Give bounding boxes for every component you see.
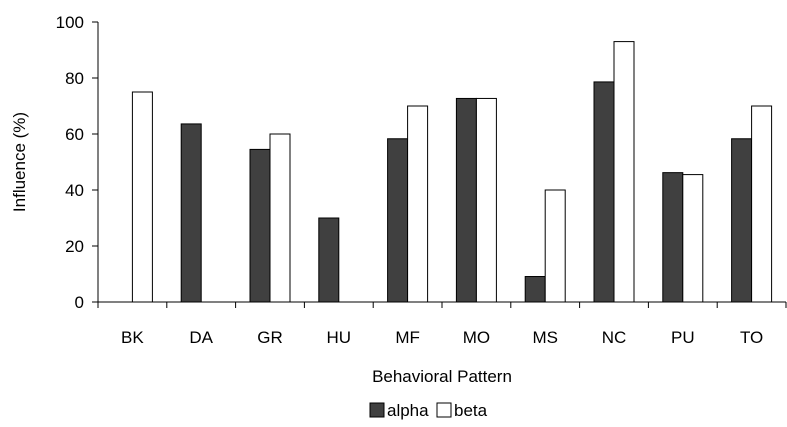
legend-label-alpha: alpha xyxy=(387,401,429,420)
y-tick-label: 100 xyxy=(56,13,84,32)
x-category-label: GR xyxy=(257,328,283,347)
bar-alpha-ms xyxy=(524,276,546,303)
bar-alpha-nc xyxy=(593,81,615,303)
bars xyxy=(131,41,773,303)
bar-beta-mo xyxy=(475,97,497,303)
x-category-label: PU xyxy=(671,328,695,347)
legend: alpha beta xyxy=(369,401,488,420)
x-category-label: HU xyxy=(327,328,352,347)
bar-beta-nc xyxy=(613,41,635,303)
y-tick-label: 20 xyxy=(65,237,84,256)
bar-beta-ms xyxy=(544,189,566,303)
bar-beta-gr xyxy=(269,133,291,303)
y-tick-label: 0 xyxy=(75,293,84,312)
bar-alpha-pu xyxy=(662,172,684,303)
x-axis-title: Behavioral Pattern xyxy=(372,367,512,386)
legend-label-beta: beta xyxy=(454,401,488,420)
y-tick-label: 40 xyxy=(65,181,84,200)
bar-alpha-to xyxy=(731,138,753,303)
x-axis: BK DA GR HU MF MO MS NC PU TO xyxy=(97,301,787,347)
x-category-label: NC xyxy=(602,328,627,347)
bar-beta-bk xyxy=(131,91,153,303)
bar-alpha-mf xyxy=(387,138,409,303)
y-axis: 0 20 40 60 80 100 xyxy=(56,13,99,312)
bar-alpha-gr xyxy=(249,148,271,303)
bar-alpha-da xyxy=(180,123,202,303)
y-tick-label: 80 xyxy=(65,69,84,88)
bar-beta-to xyxy=(751,105,773,303)
legend-swatch-beta xyxy=(436,402,452,418)
x-category-label: TO xyxy=(740,328,763,347)
x-category-label: MO xyxy=(463,328,490,347)
bar-beta-mf xyxy=(407,105,429,303)
x-category-label: MF xyxy=(395,328,420,347)
x-category-label: DA xyxy=(189,328,213,347)
y-tick-label: 60 xyxy=(65,125,84,144)
legend-swatch-alpha xyxy=(369,402,385,418)
bar-alpha-hu xyxy=(318,217,340,303)
y-axis-title: Influence (%) xyxy=(10,112,29,212)
bar-beta-pu xyxy=(682,174,704,303)
x-category-label: MS xyxy=(532,328,558,347)
x-category-label: BK xyxy=(121,328,144,347)
bar-alpha-mo xyxy=(455,97,477,303)
